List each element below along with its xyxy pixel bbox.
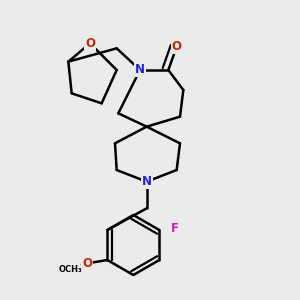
Text: OCH₃: OCH₃ xyxy=(59,266,82,274)
Text: O: O xyxy=(85,37,95,50)
Text: F: F xyxy=(171,222,179,235)
Text: N: N xyxy=(142,175,152,188)
Text: N: N xyxy=(135,64,145,76)
Text: O: O xyxy=(172,40,182,53)
Text: O: O xyxy=(82,257,92,270)
